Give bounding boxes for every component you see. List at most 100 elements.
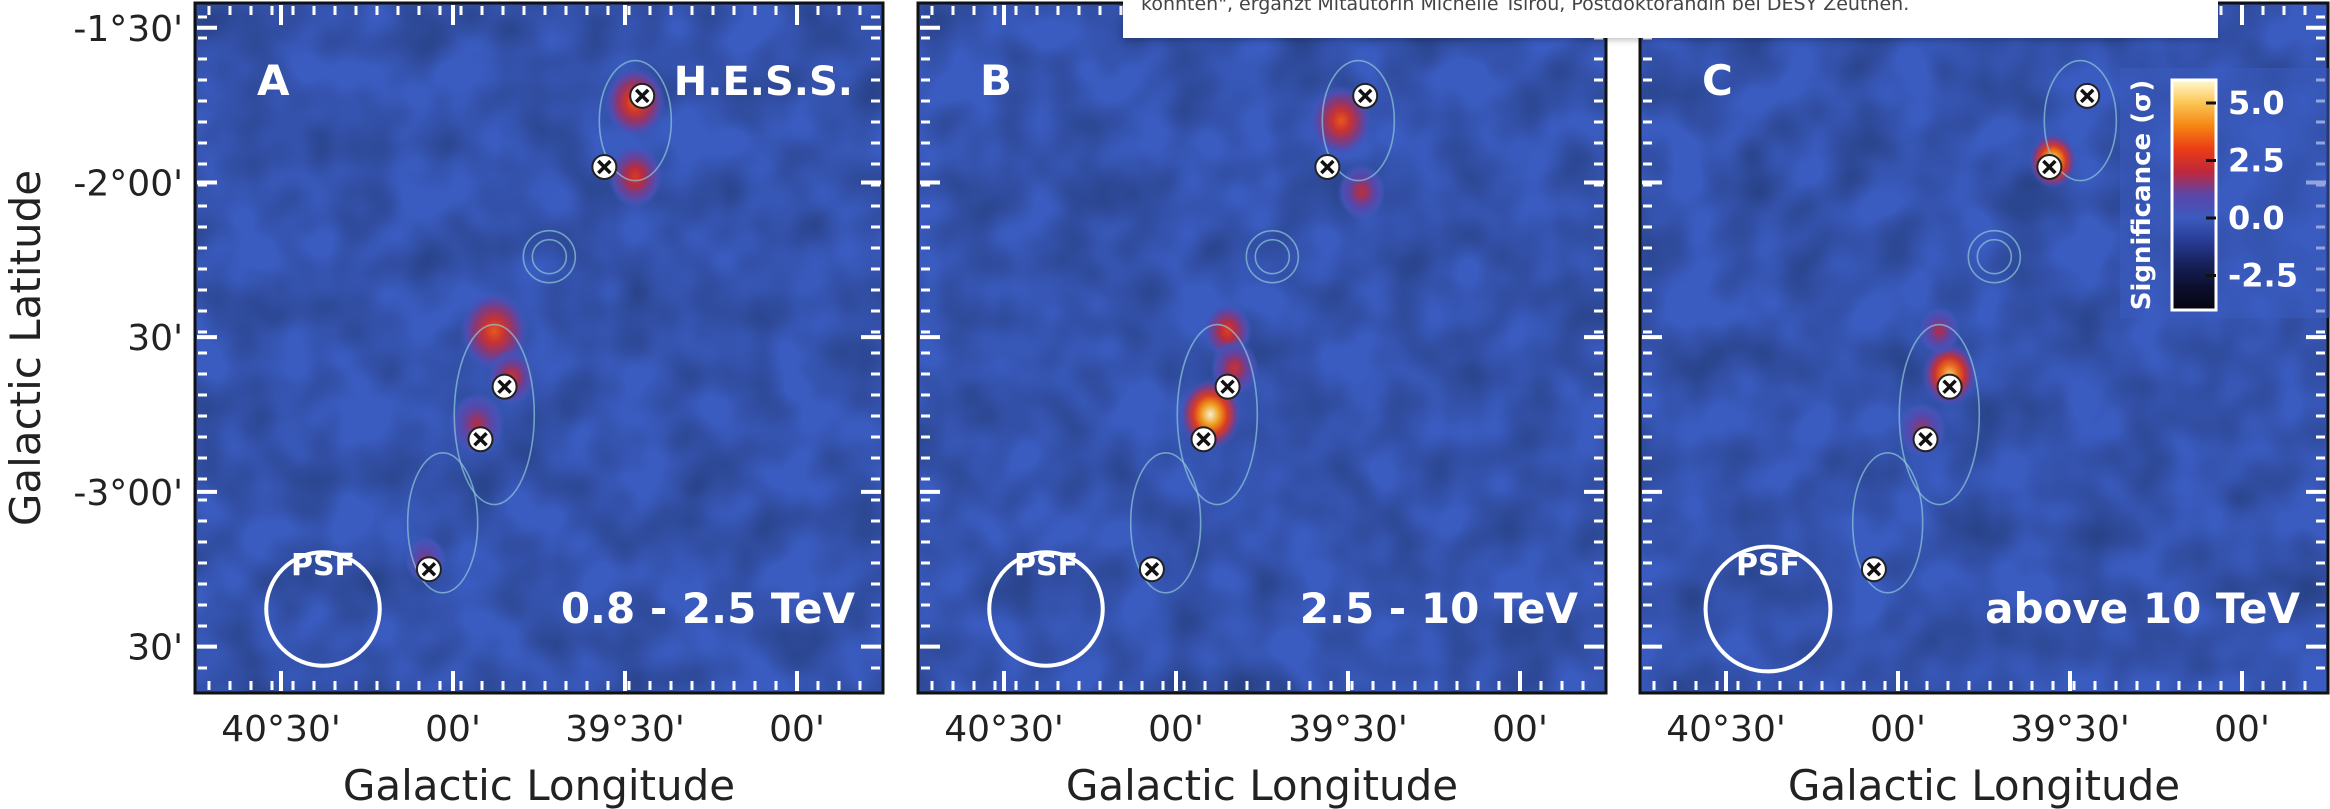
psf-circle xyxy=(264,550,382,668)
source-marker xyxy=(1912,426,1939,453)
source-marker xyxy=(1314,153,1341,180)
x-tick-label: 00' xyxy=(1148,709,1204,750)
emission-blob xyxy=(607,144,663,208)
source-marker xyxy=(591,153,618,180)
contour-ring xyxy=(598,59,673,182)
source-marker-cross xyxy=(1320,159,1335,175)
x-tick-label: 00' xyxy=(1492,709,1548,750)
source-marker-cross xyxy=(2042,159,2057,175)
colorbar-tick-label: 0.0 xyxy=(2228,199,2285,237)
contour-ring xyxy=(1976,238,2013,275)
contour-ring xyxy=(1129,452,1202,594)
overlay-caption-text: konnten", ergänzt Mitautorin Michelle Ts… xyxy=(1141,0,1910,15)
source-marker-cross xyxy=(1144,561,1160,577)
x-tick-label: 39°30' xyxy=(1288,709,1408,750)
radio-contours xyxy=(406,59,673,594)
contour-ring xyxy=(522,229,577,284)
energy-range-label: above 10 TeV xyxy=(1985,584,2300,633)
contour-ring xyxy=(1967,229,2022,284)
radio-contours xyxy=(1851,59,2118,594)
x-tick-label: 00' xyxy=(425,709,481,750)
colorbar-backdrop xyxy=(2120,68,2330,318)
source-marker xyxy=(1352,82,1379,109)
source-marker-cross xyxy=(2079,88,2095,104)
psf-label: PSF xyxy=(1736,548,1800,583)
x-tick-label: 40°30' xyxy=(944,709,1064,750)
source-marker xyxy=(1214,373,1241,400)
x-tick-label: 00' xyxy=(769,709,825,750)
x-axis-title: Galactic Longitude xyxy=(343,761,735,809)
contour-ring xyxy=(531,238,568,275)
colorbar-gradient xyxy=(2170,78,2218,312)
colorbar-tick-label: 5.0 xyxy=(2228,84,2285,122)
contour-ring xyxy=(1851,452,1924,594)
source-marker xyxy=(415,556,442,583)
x-tick-label: 00' xyxy=(2214,709,2270,750)
x-tick-label: 00' xyxy=(1870,709,1926,750)
panel-tag: H.E.S.S. xyxy=(674,59,853,105)
source-marker xyxy=(467,426,494,453)
source-marker xyxy=(629,82,656,109)
source-marker-cross xyxy=(634,88,650,104)
y-tick-label: -1°30' xyxy=(73,9,183,50)
emission-blob xyxy=(1918,307,1960,355)
overlay-caption-bar: konnten", ergänzt Mitautorin Michelle Ts… xyxy=(1123,0,2218,38)
energy-range-label: 0.8 - 2.5 TeV xyxy=(561,584,856,633)
contour-ring xyxy=(453,323,536,506)
radio-contours xyxy=(1129,59,1396,594)
source-marker-cross xyxy=(421,561,437,577)
panel-letter: A xyxy=(257,56,290,105)
emission-blob xyxy=(1337,164,1386,220)
y-tick-label: 30' xyxy=(127,628,183,669)
map-noise xyxy=(195,3,883,693)
contour-ring xyxy=(406,452,479,594)
x-tick-label: 40°30' xyxy=(221,709,341,750)
contour-ring xyxy=(1176,323,1259,506)
y-tick-label: -2°00' xyxy=(73,163,183,204)
source-marker-cross xyxy=(497,379,512,394)
heatmap-panel-b: 40°30' 00' 39°30' 00'B2.5 - 10 TeVPSFGalact… xyxy=(916,1,1608,809)
colorbar: Significance (σ) 5.0 2.5 0.0 -2.5 xyxy=(2120,68,2330,318)
source-marker-cross xyxy=(1196,432,1211,447)
contour-ring xyxy=(1898,323,1981,506)
colorbar-label: Significance (σ) xyxy=(2127,80,2157,311)
psf-circle xyxy=(1703,544,1833,674)
energy-range-label: 2.5 - 10 TeV xyxy=(1300,584,1579,633)
colorbar-tick-label: -2.5 xyxy=(2228,257,2298,295)
x-axis-title: Galactic Longitude xyxy=(1788,761,2180,809)
y-tick-label: -3°00' xyxy=(73,473,183,514)
panel-letter: C xyxy=(1702,56,1733,105)
source-marker-cross xyxy=(473,432,488,447)
x-tick-label: 40°30' xyxy=(1666,709,1786,750)
source-marker-cross xyxy=(1866,561,1882,577)
panel-frame xyxy=(193,1,885,695)
x-tick-label: 39°30' xyxy=(565,709,685,750)
source-marker xyxy=(491,373,518,400)
significance-map xyxy=(195,3,883,693)
contour-ring xyxy=(1321,59,1396,182)
source-marker xyxy=(1860,556,1887,583)
source-marker-cross xyxy=(1918,432,1933,447)
source-marker-cross xyxy=(1357,88,1373,104)
colorbar-tick-label: 2.5 xyxy=(2228,142,2285,180)
source-marker xyxy=(1138,556,1165,583)
contour-ring xyxy=(1254,238,1291,275)
source-marker xyxy=(1190,426,1217,453)
contour-ring xyxy=(1245,229,1300,284)
source-marker xyxy=(2074,82,2101,109)
source-marker xyxy=(1936,373,1963,400)
panel-letter: B xyxy=(980,56,1012,105)
significance-map xyxy=(918,3,1606,693)
source-marker-cross xyxy=(1220,379,1235,394)
source-marker-cross xyxy=(1942,379,1957,394)
source-marker-cross xyxy=(597,159,612,175)
map-noise xyxy=(918,3,1606,693)
heatmap-panel-a: -1°30' -2°00' 30' -3°00' 30' 40°30' 00' 39°30' 0… xyxy=(1,1,885,809)
x-axis-title: Galactic Longitude xyxy=(1066,761,1458,809)
y-tick-label: 30' xyxy=(127,318,183,359)
psf-circle xyxy=(987,550,1105,668)
x-tick-label: 39°30' xyxy=(2010,709,2130,750)
source-marker xyxy=(2036,153,2063,180)
contour-ring xyxy=(2043,59,2118,182)
